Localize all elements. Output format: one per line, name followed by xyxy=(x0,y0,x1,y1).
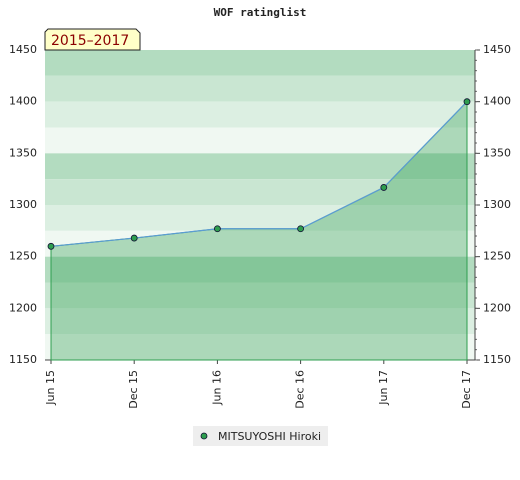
band xyxy=(45,127,475,154)
band xyxy=(45,205,475,231)
band xyxy=(45,101,475,128)
y2-tick-label: 1400 xyxy=(483,95,511,108)
point xyxy=(213,225,221,233)
y2-tick-label: 1300 xyxy=(483,198,511,211)
band xyxy=(45,75,475,102)
x-tick-label: Jun 17 xyxy=(377,370,390,406)
point xyxy=(380,184,388,191)
band xyxy=(45,179,475,205)
band xyxy=(45,282,475,309)
x-tick-label: Dec 17 xyxy=(460,370,473,409)
y-tick-label: 1450 xyxy=(9,43,37,56)
y2-tick-label: 1450 xyxy=(483,43,511,56)
line xyxy=(50,101,468,247)
legend-marker xyxy=(200,432,208,440)
y-tick-label: 1300 xyxy=(9,198,37,211)
x-tick-label: Dec 15 xyxy=(127,370,140,409)
legend-box xyxy=(193,426,328,446)
annotation-box xyxy=(44,28,141,51)
y2-tick-label: 1350 xyxy=(483,146,511,159)
band xyxy=(45,308,475,335)
band xyxy=(45,153,475,180)
y2-tick-label: 1250 xyxy=(483,250,511,263)
point xyxy=(47,242,55,250)
point xyxy=(130,234,138,242)
band xyxy=(45,50,475,76)
x-tick-label: Dec 16 xyxy=(294,370,307,409)
band xyxy=(45,256,475,283)
point xyxy=(297,225,305,233)
y2-tick-label: 1200 xyxy=(483,301,511,314)
y-tick-label: 1350 xyxy=(9,146,37,159)
y-tick-label: 1150 xyxy=(9,353,37,366)
y-tick-label: 1250 xyxy=(9,250,37,263)
point xyxy=(463,98,471,106)
legend-label: MITSUYOSHI Hiroki xyxy=(218,430,321,443)
chart-title: WOF ratinglist xyxy=(214,6,307,19)
y-tick-label: 1400 xyxy=(9,95,37,108)
y2-tick-label: 1150 xyxy=(483,353,511,366)
annotation: 2015–2017 xyxy=(51,33,129,49)
x-tick-label: Jun 15 xyxy=(44,370,57,406)
background-bands xyxy=(45,50,475,360)
y-tick-label: 1200 xyxy=(9,301,37,314)
band xyxy=(45,230,475,257)
x-tick-label: Jun 16 xyxy=(210,370,223,406)
band xyxy=(45,334,475,360)
